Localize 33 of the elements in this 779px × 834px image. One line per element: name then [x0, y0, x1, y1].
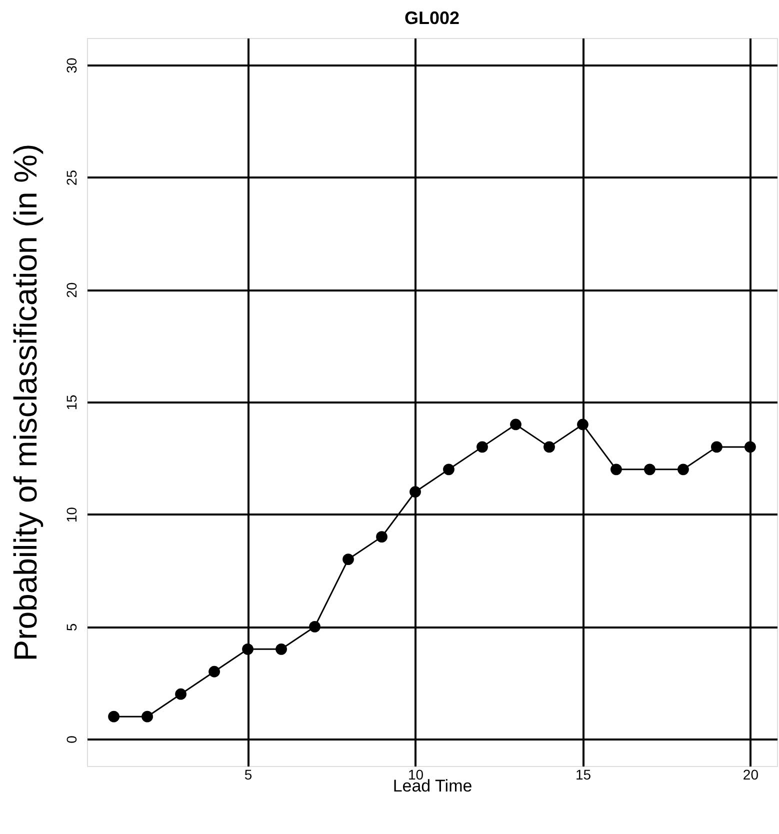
point: [309, 621, 320, 632]
point: [711, 441, 722, 453]
point: [744, 441, 756, 453]
point: [610, 464, 622, 476]
point: [644, 464, 656, 476]
point: [376, 531, 388, 543]
y-tick-label: 0: [64, 735, 80, 744]
point: [577, 418, 588, 430]
y-tick-label: 20: [64, 282, 80, 298]
point: [678, 464, 689, 476]
point: [410, 486, 421, 498]
x-tick-label: 15: [575, 766, 592, 782]
chart-title: GL002: [404, 8, 460, 28]
point: [276, 643, 287, 655]
point: [108, 710, 120, 722]
point: [142, 710, 153, 722]
point: [175, 688, 186, 700]
x-tick-label: 20: [742, 766, 759, 782]
x-tick-label: 5: [244, 766, 252, 782]
point: [208, 666, 220, 678]
point: [476, 441, 488, 453]
y-tick-label: 25: [64, 170, 80, 186]
y-axis-title: Probability of misclassification (in %): [8, 144, 44, 662]
y-tick-label: 15: [64, 394, 80, 410]
point: [544, 441, 555, 453]
point: [443, 464, 454, 476]
y-tick-label: 5: [64, 623, 80, 632]
y-tick-label: 10: [64, 506, 80, 523]
point: [342, 554, 354, 565]
x-tick-label: 10: [408, 766, 424, 782]
y-tick-label: 30: [64, 57, 80, 74]
point: [510, 418, 522, 430]
point: [242, 643, 254, 655]
